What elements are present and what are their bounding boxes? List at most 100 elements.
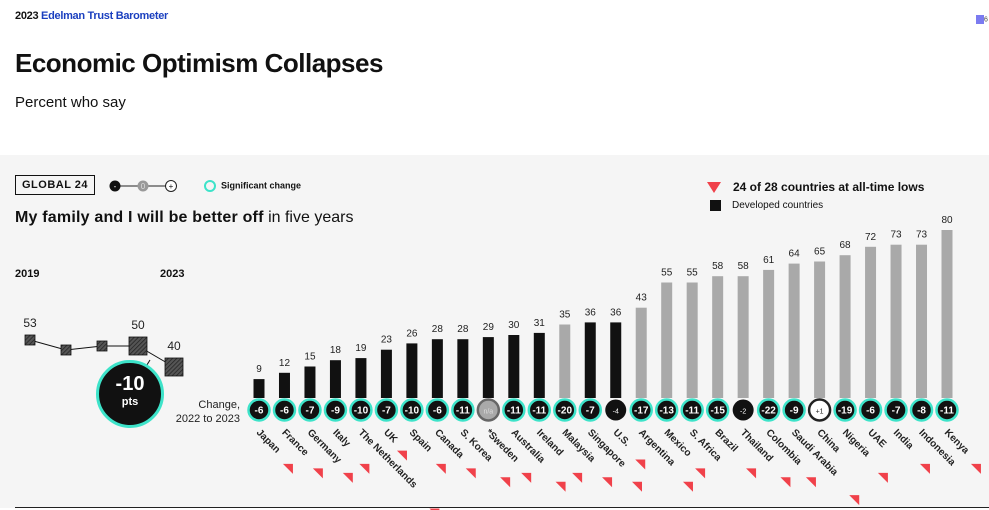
bar xyxy=(686,282,698,398)
change-value: -4 xyxy=(613,409,619,416)
change-bubble xyxy=(858,398,883,422)
bar xyxy=(304,366,316,398)
change-value: -11 xyxy=(532,406,546,417)
bar xyxy=(661,282,673,398)
page-number: 6 xyxy=(976,15,988,24)
global-change-value: -10 xyxy=(115,373,145,395)
change-bubble xyxy=(629,398,653,422)
country-label: India xyxy=(891,427,916,452)
all-time-low-icon xyxy=(632,481,643,492)
change-value: -10 xyxy=(354,406,369,417)
page-subtitle: Percent who say xyxy=(15,94,126,111)
bar-value-label: 58 xyxy=(738,261,750,272)
trend-label: 50 xyxy=(131,318,145,332)
change-value: -22 xyxy=(761,406,776,417)
bar-value-label: 58 xyxy=(712,261,724,272)
country-label: UK xyxy=(381,427,400,446)
change-value: -2 xyxy=(740,409,746,416)
change-value: -6 xyxy=(433,406,442,417)
bar xyxy=(406,343,418,398)
bar xyxy=(763,269,775,398)
all-time-low-icon xyxy=(342,472,353,483)
bar-value-label: 68 xyxy=(840,240,852,251)
all-time-low-icon xyxy=(282,463,293,474)
change-bubble xyxy=(451,398,475,422)
bar xyxy=(890,244,902,398)
change-bubble xyxy=(400,398,424,422)
global-change-bubble: -10 pts xyxy=(96,360,164,428)
bar xyxy=(482,337,494,398)
all-time-low-icon xyxy=(572,472,583,483)
brand-logo: 2023 Edelman Trust Barometer xyxy=(15,10,168,22)
bar-value-label: 9 xyxy=(256,364,262,375)
question-bold: My family and I will be better off xyxy=(15,209,264,226)
brand-year: 2023 xyxy=(15,10,39,22)
change-value: -6 xyxy=(280,406,289,417)
change-value: -15 xyxy=(710,406,725,417)
change-scale-legend: - 0 + xyxy=(109,180,177,192)
all-time-low-icon xyxy=(602,477,613,488)
change-bubble xyxy=(272,398,297,422)
scale-minus: - xyxy=(114,182,117,191)
down-triangle-icon xyxy=(707,182,721,194)
all-time-low-icon xyxy=(695,468,706,479)
country-label: Japan xyxy=(254,427,282,455)
change-value: -11 xyxy=(456,406,470,417)
change-bubble xyxy=(833,398,857,422)
all-time-low-icon xyxy=(746,468,757,479)
change-bubble xyxy=(756,398,781,422)
all-time-low-icon xyxy=(396,450,407,461)
trend-point xyxy=(24,334,36,346)
all-time-low-icon xyxy=(312,468,323,479)
country-label: France xyxy=(279,427,310,458)
bar-value-label: 64 xyxy=(789,249,801,260)
change-bubble xyxy=(807,398,832,422)
all-time-low-icon xyxy=(849,495,860,506)
change-value: -7 xyxy=(586,406,595,417)
bar xyxy=(941,230,953,398)
change-bubble xyxy=(884,398,908,422)
bar-value-label: 35 xyxy=(559,310,571,321)
change-value: -11 xyxy=(940,406,954,417)
bar-value-label: 26 xyxy=(406,328,418,339)
change-value: -17 xyxy=(634,406,649,417)
change-label-line1: Change, xyxy=(198,399,240,411)
change-value: -9 xyxy=(790,406,799,417)
change-bubble xyxy=(527,398,552,422)
trend-point xyxy=(96,340,108,352)
bar-value-label: 55 xyxy=(687,268,699,279)
trend-point xyxy=(128,336,148,356)
bar xyxy=(559,324,571,398)
bar xyxy=(635,307,647,398)
legend-all-time-lows: 24 of 28 countries at all-time lows xyxy=(707,180,924,194)
bar-value-label: 65 xyxy=(814,247,826,258)
change-value: -9 xyxy=(331,406,340,417)
all-time-low-icon xyxy=(970,463,981,474)
negative-icon xyxy=(109,180,121,192)
page-icon xyxy=(976,15,984,24)
change-bubble xyxy=(605,399,627,421)
bar-value-label: 15 xyxy=(304,352,316,363)
significant-label: Significant change xyxy=(221,180,302,191)
bar xyxy=(916,244,928,398)
change-value: -6 xyxy=(866,406,875,417)
change-bubble xyxy=(476,398,501,422)
bar-value-label: 73 xyxy=(890,230,902,241)
all-time-low-icon xyxy=(919,463,930,474)
country-label: U.S. xyxy=(611,427,633,449)
change-value: n/a xyxy=(483,409,493,416)
all-time-low-icon xyxy=(521,472,532,483)
trend-start-year: 2019 xyxy=(15,268,40,280)
question-rest: in five years xyxy=(263,209,354,226)
all-time-low-icon xyxy=(555,481,566,492)
bar xyxy=(533,332,545,398)
change-value: -19 xyxy=(838,406,853,417)
change-bubble xyxy=(732,399,754,421)
bar-value-label: 43 xyxy=(636,293,648,304)
bar-value-label: 61 xyxy=(763,255,775,266)
bar xyxy=(610,322,622,398)
bar-value-label: 31 xyxy=(534,318,546,329)
bar-value-label: 18 xyxy=(330,345,342,356)
change-label-line2: 2022 to 2023 xyxy=(175,413,240,425)
change-bubble xyxy=(323,398,348,422)
